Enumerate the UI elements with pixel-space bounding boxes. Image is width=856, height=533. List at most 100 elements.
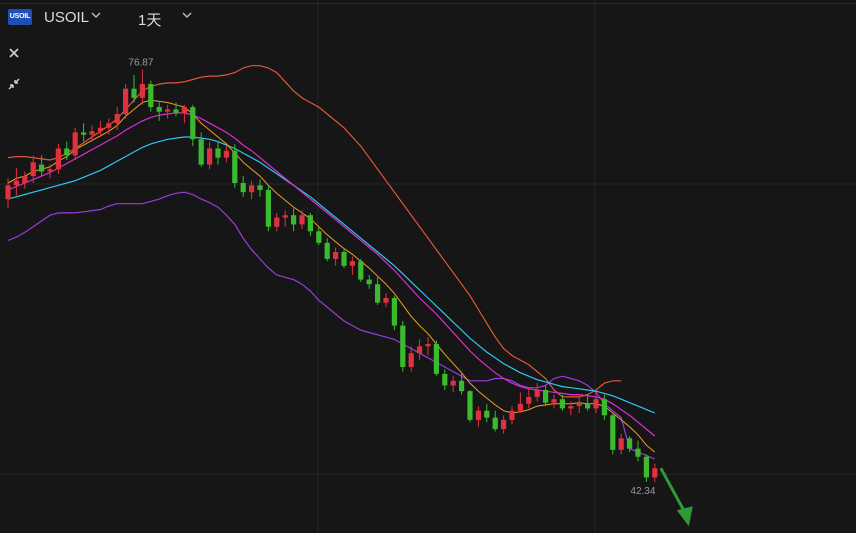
candle-body	[391, 298, 397, 326]
candle-body	[450, 380, 456, 386]
candle-body	[585, 403, 591, 409]
candle-body	[257, 185, 263, 190]
candle-body	[425, 344, 431, 347]
candle-body	[215, 148, 221, 158]
candle-body	[559, 399, 565, 409]
candle-body	[64, 148, 70, 156]
candle-body	[383, 298, 389, 303]
candle-body	[459, 380, 465, 392]
candle-body	[643, 456, 649, 478]
candle-body	[198, 139, 204, 165]
close-icon[interactable]	[6, 45, 22, 61]
candle-body	[534, 390, 540, 397]
arrow-head	[676, 506, 693, 527]
candle-body	[89, 131, 95, 135]
candle-body	[467, 391, 473, 420]
candle-body	[81, 132, 87, 135]
candle-body	[190, 107, 196, 140]
candle-body	[55, 148, 61, 170]
symbol-selector[interactable]: USOIL	[44, 9, 90, 26]
candle-body	[601, 399, 607, 416]
candle-body	[131, 88, 137, 98]
candle-body	[635, 448, 641, 457]
candle-body	[341, 252, 347, 266]
candle-body	[282, 215, 288, 218]
candle-body	[375, 284, 381, 303]
candle-body	[366, 279, 372, 285]
candle-body	[5, 185, 11, 200]
candle-body	[324, 242, 330, 259]
candle-body	[22, 176, 28, 183]
candle-body	[307, 215, 313, 232]
candle-body	[299, 215, 305, 225]
candle-body	[39, 164, 45, 172]
candle-body	[165, 109, 171, 112]
candle-body	[207, 148, 213, 165]
candle-body	[333, 252, 339, 259]
candle-body	[509, 410, 515, 420]
symbol-logo: USOIL	[8, 9, 32, 25]
candle-body	[484, 410, 490, 418]
upper-band-line	[7, 65, 622, 398]
candle-body	[156, 107, 162, 112]
candle-body	[358, 261, 364, 280]
candle-body	[652, 468, 658, 478]
candle-body	[568, 406, 574, 409]
indicator-lines	[7, 65, 656, 460]
top-divider	[0, 3, 856, 4]
candle-body	[97, 127, 103, 132]
candle-body	[173, 109, 179, 113]
mid-ma-line	[7, 112, 656, 437]
candle-body	[442, 373, 448, 386]
candle-body	[106, 123, 112, 128]
candle-body	[593, 399, 599, 409]
candle-body	[517, 403, 523, 411]
candle-body	[627, 438, 633, 449]
candle-body	[13, 180, 19, 186]
candle-body	[501, 419, 507, 430]
chevron-down-icon[interactable]	[181, 9, 193, 21]
candle-body	[223, 150, 229, 158]
long-ma-line	[7, 136, 656, 414]
candle-body	[240, 183, 246, 193]
candle-body	[576, 403, 582, 407]
candle-body	[400, 325, 406, 367]
candle-body	[232, 150, 238, 183]
candle-body	[47, 169, 53, 172]
candle-body	[618, 438, 624, 450]
candle-body	[417, 346, 423, 354]
candle-body	[610, 415, 616, 450]
short-ma-line	[7, 99, 656, 453]
candle-body	[551, 399, 557, 403]
candle-body	[274, 217, 280, 227]
candle-body	[408, 353, 414, 367]
candle-body	[139, 84, 145, 98]
candle-body	[316, 231, 322, 243]
candle-body	[349, 261, 355, 266]
candle-body	[492, 417, 498, 430]
candle-body	[291, 215, 297, 225]
candle-body	[72, 132, 78, 156]
chevron-down-icon[interactable]	[90, 9, 102, 21]
candles	[5, 69, 658, 482]
candle-body	[265, 189, 271, 227]
chart-header: USOIL USOIL 1天	[0, 0, 856, 34]
high-price-label: 76.87	[128, 57, 153, 68]
low-price-label: 42.34	[630, 486, 655, 497]
candle-body	[475, 410, 481, 420]
candle-body	[181, 107, 187, 113]
candle-body	[433, 344, 439, 374]
collapse-arrows-icon[interactable]	[6, 76, 22, 92]
candle-body	[543, 390, 549, 403]
candle-body	[30, 162, 36, 177]
candle-body	[123, 88, 129, 114]
candle-body	[148, 84, 154, 108]
arrow-shaft	[659, 467, 687, 513]
lower-band-line	[7, 191, 656, 460]
interval-selector[interactable]: 1天	[138, 12, 162, 29]
candle-body	[114, 114, 120, 124]
down-arrow-icon	[659, 467, 693, 527]
candle-body	[249, 185, 255, 193]
